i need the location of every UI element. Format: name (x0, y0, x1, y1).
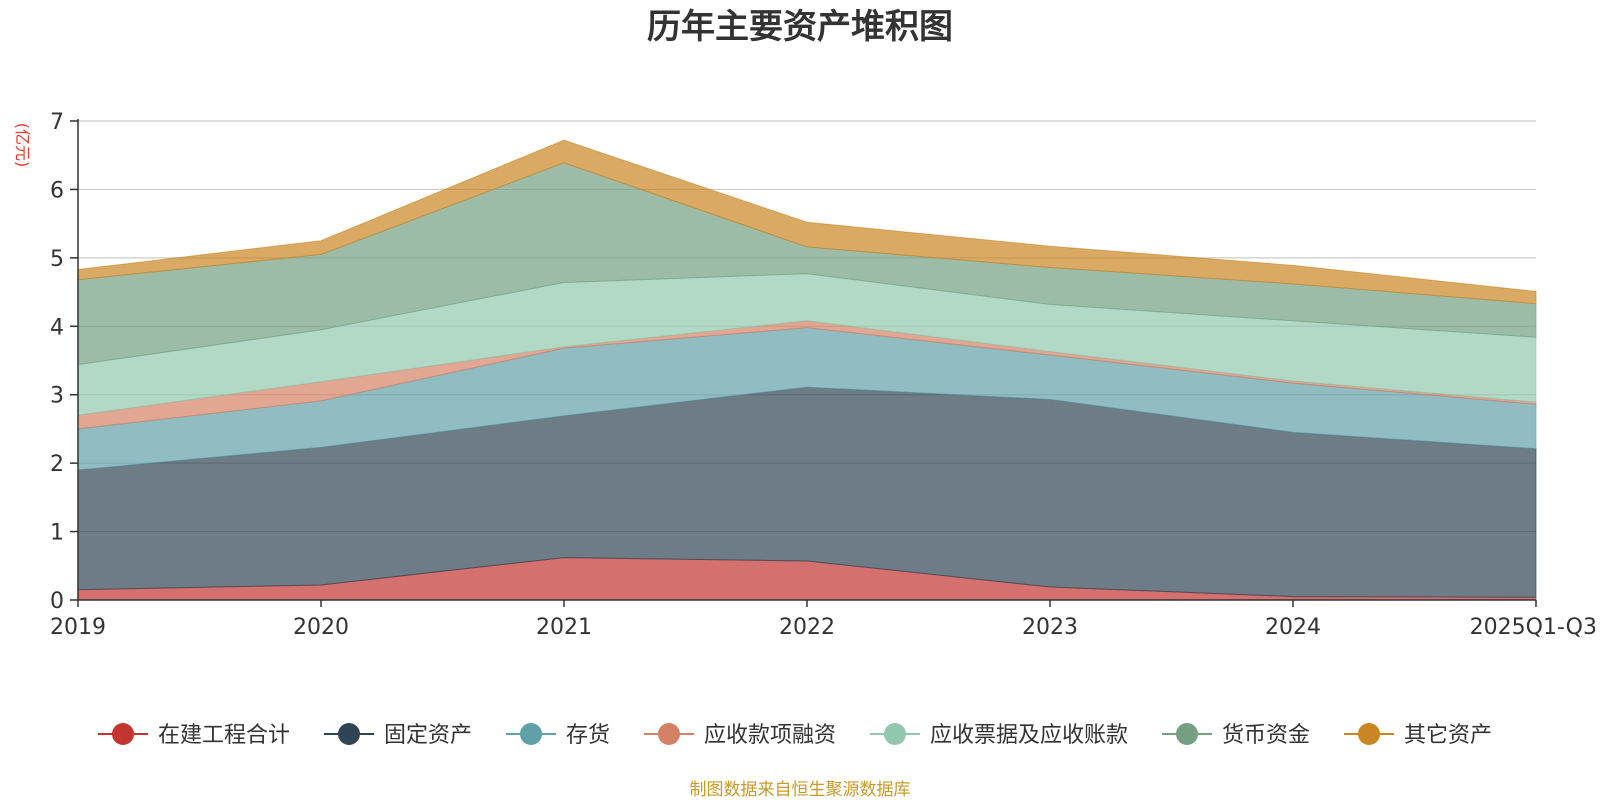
x-tick-label: 2021 (536, 615, 592, 640)
y-tick-label: 7 (50, 110, 64, 135)
legend-item-货币资金[interactable]: 货币资金 (1162, 723, 1310, 748)
legend-label: 在建工程合计 (158, 723, 290, 748)
x-tick-label: 2019 (50, 615, 106, 640)
legend-label: 存货 (566, 723, 610, 748)
legend-label: 应收款项融资 (704, 723, 836, 748)
y-tick-label: 6 (50, 178, 64, 203)
data-source-note: 制图数据来自恒生聚源数据库 (690, 780, 911, 800)
legend-label: 应收票据及应收账款 (930, 723, 1128, 748)
legend-marker (338, 723, 360, 745)
legend-marker (1176, 723, 1198, 745)
y-tick-label: 4 (50, 315, 64, 340)
axes: 0 1 2 3 4 5 6 7 2019 2020 2021 2022 2023 2024 2025Q1-Q… (50, 110, 1597, 640)
legend-marker (520, 723, 542, 745)
legend-item-固定资产[interactable]: 固定资产 (324, 723, 472, 748)
legend-marker (884, 723, 906, 745)
legend-item-应收款项融资[interactable]: 应收款项融资 (644, 723, 836, 748)
legend-marker (1358, 723, 1380, 745)
legend-item-应收票据及应收账款[interactable]: 应收票据及应收账款 (870, 723, 1128, 748)
area-其它资产 (77, 139, 1537, 305)
legend-item-在建工程合计[interactable]: 在建工程合计 (98, 723, 290, 748)
y-tick-label: 2 (50, 452, 64, 477)
x-tick-label: 2025Q1-Q3 (1470, 615, 1597, 640)
y-tick-label: 1 (50, 521, 64, 546)
legend-item-其它资产[interactable]: 其它资产 (1344, 723, 1492, 748)
legend-marker (112, 723, 134, 745)
y-tick-label: 3 (50, 384, 64, 409)
legend-label: 其它资产 (1404, 723, 1492, 748)
x-tick-label: 2020 (293, 615, 349, 640)
y-tick-label: 5 (50, 247, 64, 272)
chart-title: 历年主要资产堆积图 (647, 7, 953, 47)
y-tick-label: 0 (50, 589, 64, 614)
x-tick-label: 2023 (1022, 615, 1078, 640)
area-series-layer (77, 139, 1537, 601)
legend-marker (658, 723, 680, 745)
legend-label: 货币资金 (1222, 723, 1310, 748)
x-tick-label: 2024 (1265, 615, 1321, 640)
x-tick-label: 2022 (779, 615, 835, 640)
legend[interactable]: 在建工程合计 固定资产 存货 应收款项融资 应收票据及应收账款 货币资金 其它资产 (98, 723, 1492, 748)
legend-label: 固定资产 (384, 723, 472, 748)
legend-item-存货[interactable]: 存货 (506, 723, 610, 748)
y-axis-unit-label: (亿元) (13, 123, 32, 168)
